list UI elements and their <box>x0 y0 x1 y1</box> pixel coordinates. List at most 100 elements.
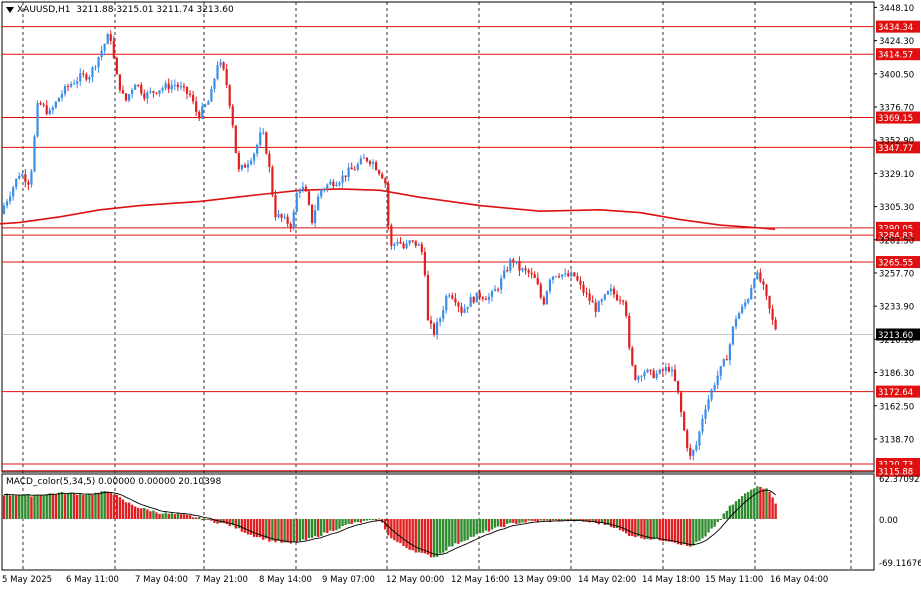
macd-histogram-bar <box>118 497 122 519</box>
macd-histogram-bar <box>289 519 292 544</box>
macd-histogram-bar <box>414 519 417 553</box>
candle-body <box>115 57 118 75</box>
macd-histogram-bar <box>463 519 466 541</box>
candle-body <box>759 272 762 282</box>
macd-histogram-bar <box>292 519 295 543</box>
candle-body <box>323 188 326 190</box>
macd-histogram-bar <box>564 519 567 520</box>
candle-body <box>411 240 414 242</box>
macd-histogram-bar <box>170 513 173 519</box>
candle-body <box>249 160 253 165</box>
macd-histogram-bar <box>695 519 698 542</box>
macd-histogram-bar <box>503 519 506 527</box>
candle-body <box>27 181 30 185</box>
candle-body <box>274 195 277 218</box>
candle-body <box>265 132 268 154</box>
macd-histogram-bar <box>100 491 103 519</box>
chart-menu-triangle-icon[interactable] <box>6 6 14 13</box>
macd-histogram-bar <box>240 519 244 532</box>
macd-histogram-bar <box>445 519 448 551</box>
candle-body <box>195 101 198 112</box>
macd-histogram-bar <box>429 519 433 558</box>
candle-body <box>70 83 73 87</box>
macd-histogram-bar <box>689 519 692 547</box>
macd-histogram-bar <box>344 519 347 525</box>
macd-histogram-bar <box>625 519 628 534</box>
candle-body <box>673 369 677 381</box>
macd-histogram-bar <box>737 498 741 519</box>
candle-body <box>131 89 134 95</box>
candle-body <box>728 344 731 361</box>
macd-histogram-bar <box>194 517 198 519</box>
candle-body <box>170 85 173 90</box>
macd-histogram-bar <box>728 505 732 519</box>
candle-body <box>426 274 430 321</box>
macd-histogram-bar <box>188 515 192 519</box>
price-axis-label: 3424.30 <box>879 37 914 47</box>
macd-histogram-bar <box>722 513 725 519</box>
macd-histogram-bar <box>286 519 289 543</box>
macd-histogram-bar <box>484 519 488 531</box>
candle-body <box>393 243 396 246</box>
candle-body <box>173 84 176 86</box>
macd-histogram-bar <box>734 501 738 519</box>
macd-histogram-bar <box>435 519 439 557</box>
macd-histogram-bar <box>384 519 387 530</box>
candle-body <box>436 321 439 335</box>
price-axis-label: 3233.90 <box>879 303 914 313</box>
macd-histogram-bar <box>82 494 85 519</box>
candle-body <box>432 323 436 335</box>
macd-histogram-bar <box>704 519 707 537</box>
candle-body <box>573 272 576 277</box>
candle-body <box>268 153 271 168</box>
candle-body <box>622 300 625 302</box>
candle-body <box>591 300 594 303</box>
macd-histogram-bar <box>643 519 646 540</box>
candle-body <box>390 225 393 246</box>
macd-histogram-bar <box>466 519 469 540</box>
candle-body <box>506 270 509 272</box>
candle-body <box>649 369 652 371</box>
macd-histogram-bar <box>179 514 183 519</box>
macd-histogram-bar <box>5 493 9 519</box>
macd-histogram-bar <box>60 491 64 519</box>
macd-histogram-bar <box>658 519 661 541</box>
candle-body <box>210 88 213 102</box>
candle-body <box>350 167 353 170</box>
macd-histogram-bar <box>576 519 579 520</box>
price-axis-label: 3448.10 <box>879 4 914 14</box>
level-price-label: 3172.64 <box>878 388 913 398</box>
candle-body <box>628 315 631 348</box>
macd-histogram-bar <box>198 516 201 519</box>
chart-title: XAUUSD,H1 3211.88 3215.01 3211.74 3213.6… <box>6 5 234 15</box>
candle-body <box>667 367 670 372</box>
macd-histogram-bar <box>603 519 607 526</box>
macd-histogram-bar <box>262 519 265 540</box>
candle-body <box>734 318 738 327</box>
candle-body <box>637 376 640 380</box>
macd-histogram-bar <box>560 519 564 521</box>
level-price-tag <box>876 256 920 269</box>
macd-histogram-bar <box>399 519 402 544</box>
macd-histogram-bar <box>716 519 719 523</box>
candle-body <box>576 276 579 281</box>
candle-body <box>63 86 67 95</box>
macd-histogram-bar <box>686 519 689 546</box>
macd-histogram-bar <box>103 490 106 519</box>
macd-histogram-bar <box>512 519 515 523</box>
macd-histogram-bar <box>140 508 143 519</box>
macd-histogram-bar <box>634 519 637 538</box>
macd-histogram-bar <box>768 491 771 519</box>
macd-histogram-bar <box>335 519 338 531</box>
macd-histogram-bar <box>112 494 115 519</box>
candle-body <box>5 201 9 206</box>
macd-histogram-bar <box>161 513 164 519</box>
candle-body <box>347 167 350 178</box>
candle-body <box>356 164 359 170</box>
macd-histogram-bar <box>24 494 27 519</box>
candle-body <box>204 104 207 107</box>
candle-body <box>124 93 128 101</box>
candle-body <box>100 50 103 58</box>
